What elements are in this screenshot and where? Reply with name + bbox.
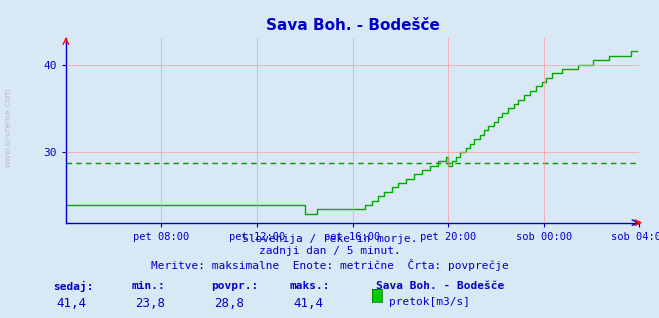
Title: Sava Boh. - Bodešče: Sava Boh. - Bodešče xyxy=(266,18,440,33)
Text: 41,4: 41,4 xyxy=(293,297,324,310)
Text: pretok[m3/s]: pretok[m3/s] xyxy=(389,297,470,307)
Text: Meritve: maksimalne  Enote: metrične  Črta: povprečje: Meritve: maksimalne Enote: metrične Črta… xyxy=(151,259,508,271)
Text: Slovenija / reke in morje.: Slovenija / reke in morje. xyxy=(242,234,417,244)
Text: sedaj:: sedaj: xyxy=(53,281,93,293)
Text: povpr.:: povpr.: xyxy=(211,281,258,291)
Text: www.si-vreme.com: www.si-vreme.com xyxy=(3,87,13,167)
Text: 41,4: 41,4 xyxy=(56,297,86,310)
Text: Sava Boh. - Bodešče: Sava Boh. - Bodešče xyxy=(376,281,504,291)
Text: 23,8: 23,8 xyxy=(135,297,165,310)
Text: 28,8: 28,8 xyxy=(214,297,244,310)
Text: zadnji dan / 5 minut.: zadnji dan / 5 minut. xyxy=(258,246,401,256)
Text: maks.:: maks.: xyxy=(290,281,330,291)
Text: min.:: min.: xyxy=(132,281,165,291)
